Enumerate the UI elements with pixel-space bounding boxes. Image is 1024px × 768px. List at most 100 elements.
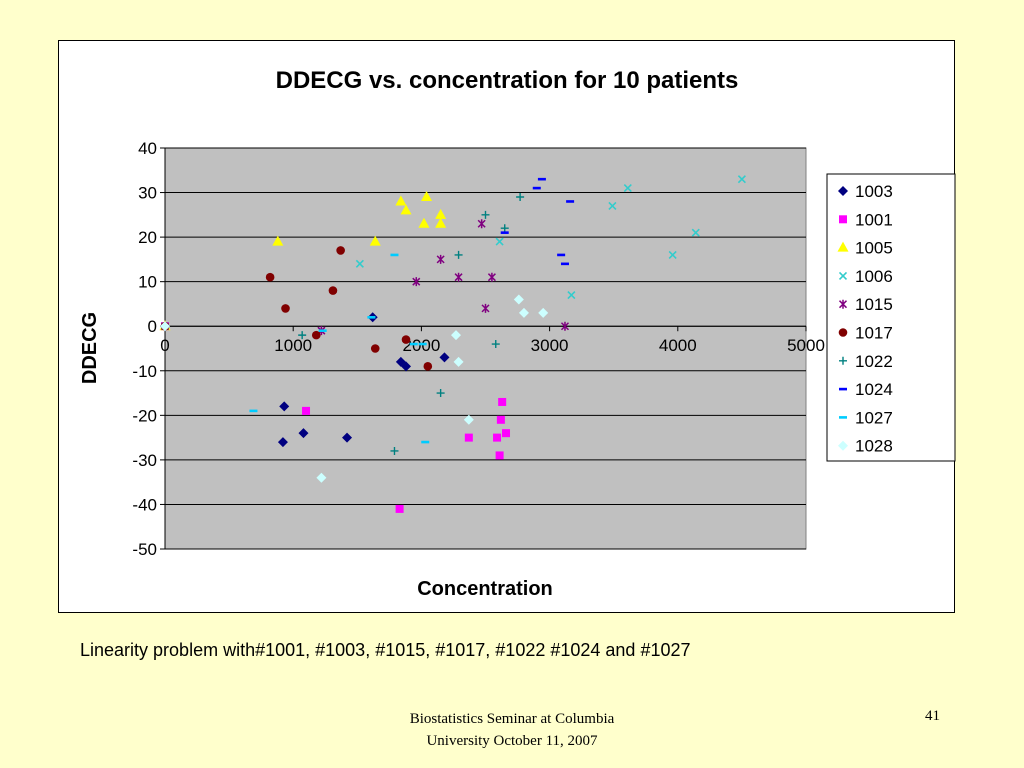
x-tick-label: 0 [160,336,169,355]
point-1015 [477,219,486,229]
point-1003 [277,437,288,448]
point-1017 [328,286,338,295]
footer-line-2: University October 11, 2007 [426,733,598,749]
point-1006 [495,237,504,246]
point-1015 [454,272,463,282]
point-1003 [298,428,309,439]
point-1006 [623,184,632,193]
legend-marker-1022 [839,356,847,365]
point-1028 [451,330,462,341]
point-1017 [370,344,380,353]
slide-caption: Linearity problem with#1001, #1003, #101… [80,640,691,660]
legend-label-1024: 1024 [855,380,893,399]
point-1017 [265,272,275,282]
point-1001 [464,433,473,442]
point-1028 [518,307,529,318]
point-1006 [691,228,700,237]
chart-title: DDECG vs. concentration for 10 patients [276,67,739,94]
legend-label-1027: 1027 [855,408,893,427]
point-1022 [390,446,399,455]
x-tick-label: 3000 [531,336,569,355]
data-points [159,175,746,513]
point-1001 [493,433,502,442]
point-1028 [538,307,549,318]
y-axis-label: DDECG [79,312,101,384]
point-1005 [435,208,447,219]
point-1017 [336,246,345,255]
y-tick-label: -50 [132,540,157,559]
legend-marker-1024 [839,387,847,391]
legend-marker-1015 [838,299,848,309]
point-1027 [421,440,430,444]
y-tick-label: -10 [132,362,157,381]
y-tick-label: 10 [138,273,157,292]
legend-marker-1001 [839,215,847,224]
point-1027 [367,316,376,319]
point-1028 [463,414,474,425]
point-1022 [500,224,509,233]
point-1024 [500,231,509,234]
legend-label-1028: 1028 [855,437,893,456]
point-1024 [566,200,575,203]
point-1017 [311,330,321,340]
point-1005 [395,195,407,206]
point-1028 [316,472,327,483]
legend-label-1001: 1001 [855,210,893,229]
legend-label-1015: 1015 [855,295,893,314]
legend-label-1006: 1006 [855,267,893,286]
legend-label-1003: 1003 [855,182,893,201]
point-1024 [557,253,566,257]
point-1028 [453,356,464,367]
point-1015 [560,321,570,331]
point-1022 [516,193,525,202]
point-1003 [279,401,290,412]
legend-marker-1027 [839,416,847,419]
legend-box [826,173,956,462]
point-1003 [401,361,412,372]
y-tick-label: -30 [132,451,157,470]
legend-label-1005: 1005 [855,239,893,258]
y-tick-label: 30 [138,184,157,203]
point-1027 [409,342,418,346]
point-1005 [272,235,284,246]
legend-marker-1028 [838,440,848,451]
y-tick-label: -20 [132,406,157,425]
point-1001 [302,406,311,415]
point-1027 [318,329,327,332]
x-tick-label: 5000 [787,336,825,355]
point-1022 [481,210,490,219]
point-1022 [491,340,500,349]
point-1022 [298,331,307,340]
point-1024 [560,262,569,266]
point-1015 [436,254,445,264]
point-1006 [355,259,364,268]
point-1015 [481,303,490,313]
point-1022 [454,250,463,259]
y-tick-label: -40 [132,495,157,514]
legend-marker-1017 [838,328,848,337]
point-1006 [737,175,746,184]
point-1006 [608,201,617,210]
plot-area [164,147,807,550]
point-1001 [498,397,507,406]
scatter-chart: DDECG vs. concentration for 10 patients … [79,67,956,600]
legend-label-1022: 1022 [855,352,893,371]
x-tick-label: 4000 [659,336,697,355]
x-axis-label: Concentration [417,578,553,600]
slide-footer: Biostatistics Seminar at Columbia Univer… [362,708,662,752]
point-1017 [401,335,411,344]
legend-label-1017: 1017 [855,324,893,343]
point-1027 [390,253,399,257]
point-1024 [537,177,546,181]
point-1003 [439,352,450,363]
point-1005 [435,217,447,228]
point-1015 [487,272,496,282]
legend-marker-1005 [837,241,849,252]
y-tick-label: 40 [138,139,157,158]
y-tick-label: 20 [138,228,157,247]
x-tick-label: 1000 [274,336,312,355]
point-1006 [668,250,677,259]
point-1001 [395,504,404,513]
point-1024 [532,186,541,190]
